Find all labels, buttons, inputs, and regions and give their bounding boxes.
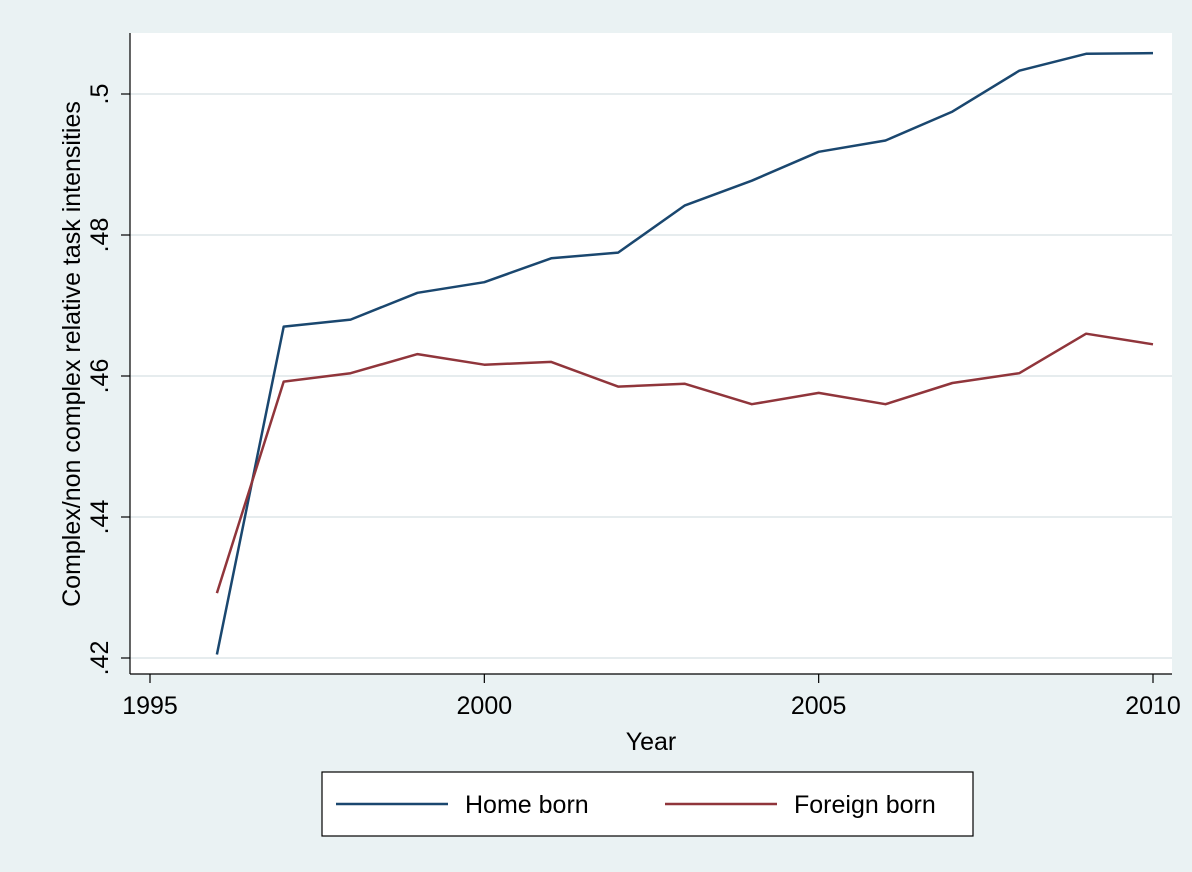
y-tick-label: .48 [86, 218, 114, 253]
x-tick-label: 2000 [457, 692, 513, 720]
legend-label-home-born: Home born [465, 791, 589, 819]
x-tick-label: 2010 [1125, 692, 1181, 720]
x-tick-label: 1995 [122, 692, 178, 720]
series-line-home-born [215, 51, 1154, 655]
series-lines [215, 51, 1154, 655]
x-tick-label: 2005 [791, 692, 847, 720]
plot-area [130, 33, 1172, 674]
x-axis-title: Year [626, 728, 677, 756]
axis-ticks: .42 .44 .46 .48 .5 1995 2000 2005 2010 [86, 84, 1181, 720]
legend-label-foreign-born: Foreign born [794, 791, 936, 819]
series-line-foreign-born [215, 332, 1154, 594]
y-tick-label: .42 [86, 641, 114, 676]
y-axis-title: Complex/non complex relative task intens… [58, 101, 86, 607]
y-tick-label: .46 [86, 359, 114, 394]
y-tick-label: .5 [86, 84, 114, 105]
y-tick-label: .44 [86, 500, 114, 535]
legend: Home born Foreign born [321, 771, 974, 837]
